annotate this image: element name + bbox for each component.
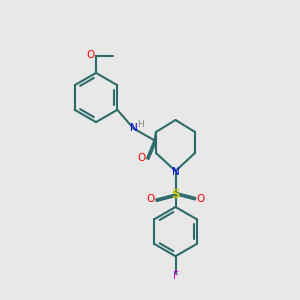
Text: N: N [130,123,137,133]
Text: O: O [137,153,146,164]
Text: O: O [196,194,205,205]
Text: O: O [86,50,95,61]
Text: S: S [171,188,180,201]
Text: F: F [172,271,178,281]
Text: H: H [137,120,143,129]
Text: O: O [146,194,155,205]
Text: N: N [172,167,179,177]
